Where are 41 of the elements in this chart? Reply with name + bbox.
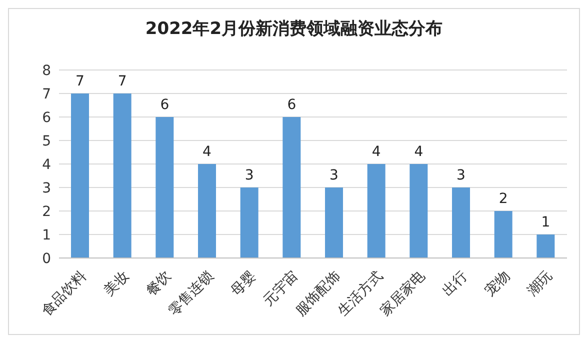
bar bbox=[410, 164, 428, 258]
data-label: 4 bbox=[372, 144, 381, 160]
bar bbox=[452, 188, 470, 258]
data-label: 2 bbox=[498, 191, 508, 207]
y-tick-label: 1 bbox=[42, 227, 51, 244]
data-label: 3 bbox=[456, 168, 466, 184]
data-label: 3 bbox=[330, 168, 338, 184]
x-tick-label: 食品饮料 bbox=[38, 268, 90, 320]
bar bbox=[71, 94, 89, 258]
x-tick-label: 出行 bbox=[440, 268, 471, 300]
y-tick-label: 8 bbox=[42, 62, 51, 79]
bar bbox=[494, 211, 512, 258]
data-label: 1 bbox=[541, 214, 550, 230]
y-tick-label: 3 bbox=[42, 180, 51, 196]
y-tick-label: 5 bbox=[42, 133, 51, 150]
data-label: 4 bbox=[414, 144, 424, 160]
data-label: 3 bbox=[244, 168, 254, 184]
bar bbox=[536, 234, 555, 258]
x-tick-label: 潮玩 bbox=[524, 268, 556, 300]
y-tick-label: 6 bbox=[42, 110, 52, 126]
y-tick-label: 4 bbox=[42, 156, 52, 173]
y-tick-label: 2 bbox=[42, 204, 51, 220]
data-label: 6 bbox=[287, 97, 296, 113]
y-tick-label: 7 bbox=[42, 86, 51, 102]
y-tick-label: 0 bbox=[42, 250, 51, 267]
bar bbox=[282, 117, 301, 258]
x-tick-label: 母婴 bbox=[228, 268, 260, 300]
bar bbox=[325, 188, 343, 258]
bar bbox=[113, 94, 132, 258]
bar bbox=[198, 164, 216, 258]
data-label: 4 bbox=[202, 144, 212, 160]
x-tick-label: 餐饮 bbox=[143, 268, 174, 300]
chart-title: 2022年2月份新消费领域融资业态分布 bbox=[144, 18, 444, 40]
bar bbox=[367, 164, 386, 258]
data-label: 7 bbox=[76, 74, 84, 90]
x-tick-label: 宠物 bbox=[482, 268, 514, 300]
data-label: 6 bbox=[160, 97, 170, 113]
bar bbox=[156, 117, 174, 258]
data-label: 7 bbox=[118, 74, 127, 90]
bar bbox=[240, 188, 258, 258]
x-tick-label: 美妆 bbox=[101, 268, 132, 300]
